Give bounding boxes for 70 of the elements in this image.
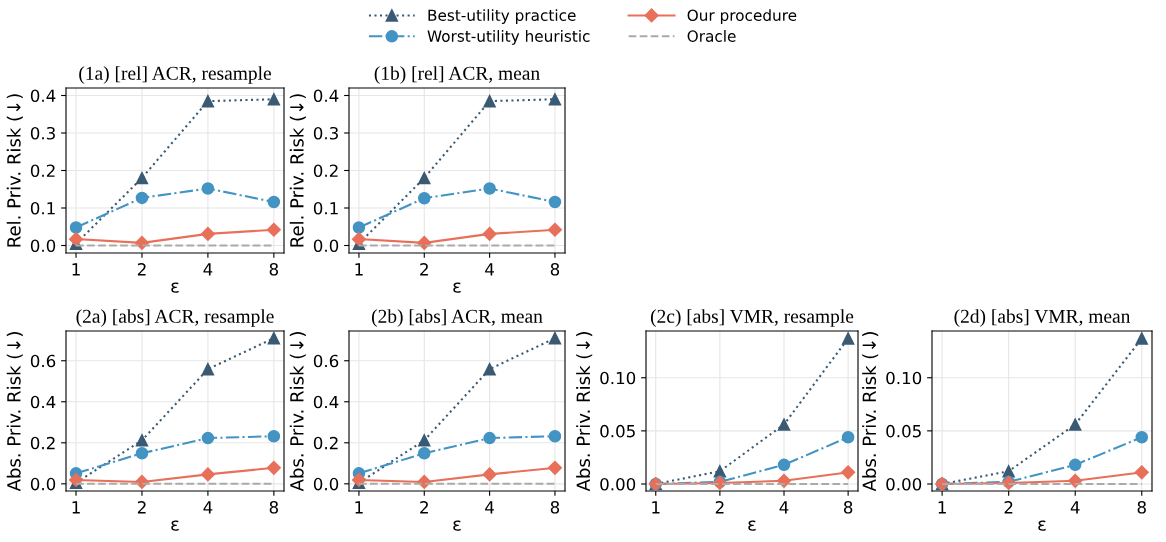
x-tick-label: 4 [779,501,789,514]
y-tick-label: 0.4 [313,89,339,103]
y-tick-label: 0.1 [313,201,338,215]
y-tick-label: 0.0 [30,239,56,253]
x-tick-label: 1 [355,501,363,514]
y-tick-label: 0.1 [30,201,55,215]
x-axis-title: ε [1038,520,1046,531]
y-axis-title: Rel. Priv. Risk (↓) [289,94,306,247]
x-tick-label: 2 [420,501,428,514]
x-tick-label: 8 [269,263,279,276]
x-tick-label: 1 [355,263,363,276]
y-tick-label: 0.00 [600,477,636,491]
x-tick-label: 1 [72,501,80,514]
y-tick-label: 0.6 [313,354,339,368]
y-tick-label: 0.05 [886,424,921,438]
legend-label: Best-utility practice [428,9,576,24]
x-axis-title: ε [171,282,179,293]
y-axis-title: Abs. Priv. Risk (↓) [6,332,23,492]
y-axis-title: Rel. Priv. Risk (↓) [6,94,23,247]
x-tick-label: 8 [843,501,853,514]
y-tick-label: 0.10 [886,371,922,385]
x-tick-label: 4 [1070,501,1080,514]
y-axis-title: Abs. Priv. Risk (↓) [862,332,879,492]
y-tick-label: 0.05 [600,424,635,438]
y-tick-label: 0.2 [313,164,338,178]
y-tick-label: 0.00 [886,477,922,491]
y-tick-label: 0.0 [313,239,339,253]
x-tick-label: 8 [269,501,279,514]
y-tick-label: 0.4 [30,89,56,103]
x-tick-label: 4 [203,501,213,514]
x-tick-label: 1 [938,501,946,514]
legend-label: Our procedure [687,9,797,24]
y-tick-label: 0.3 [30,126,55,140]
y-tick-label: 0.4 [30,395,56,409]
y-tick-label: 0.6 [30,354,56,368]
chart-title: (1b) [rel] ACR, mean [374,66,540,84]
y-tick-label: 0.0 [30,477,56,491]
y-axis-title: Abs. Priv. Risk (↓) [289,332,306,492]
chart-title: (2c) [abs] VMR, resample [650,309,854,327]
x-tick-label: 8 [550,263,560,276]
legend-label: Worst-utility heuristic [427,30,590,45]
x-tick-label: 2 [715,501,724,514]
x-tick-label: 1 [652,501,660,514]
x-tick-label: 8 [550,501,560,514]
x-tick-label: 2 [420,263,428,276]
x-tick-label: 4 [485,263,494,276]
x-tick-label: 4 [485,501,494,514]
chart-title: (2b) [abs] ACR, mean [371,309,543,327]
x-axis-title: ε [171,520,179,531]
x-tick-label: 1 [72,263,80,276]
y-tick-label: 0.3 [313,126,338,140]
y-tick-label: 0.2 [30,164,55,178]
chart-title: (2d) [abs] VMR, mean [954,309,1131,327]
x-tick-label: 8 [1137,501,1146,514]
x-axis-title: ε [748,520,756,531]
y-tick-label: 0.10 [600,371,636,385]
x-axis-title: ε [453,520,461,531]
x-tick-label: 2 [137,263,146,276]
y-axis-title: Abs. Priv. Risk (↓) [576,332,593,492]
y-tick-label: 0.2 [30,436,55,450]
y-tick-label: 0.4 [313,395,339,409]
x-tick-label: 4 [203,263,213,276]
y-tick-label: 0.2 [313,436,338,450]
x-tick-label: 2 [137,501,146,514]
chart-title: (1a) [rel] ACR, resample [79,66,271,84]
y-tick-label: 0.0 [313,477,339,491]
x-axis-title: ε [453,282,461,293]
chart-title: (2a) [abs] ACR, resample [76,309,274,327]
x-tick-label: 2 [1004,501,1013,514]
legend-label: Oracle [687,30,736,42]
